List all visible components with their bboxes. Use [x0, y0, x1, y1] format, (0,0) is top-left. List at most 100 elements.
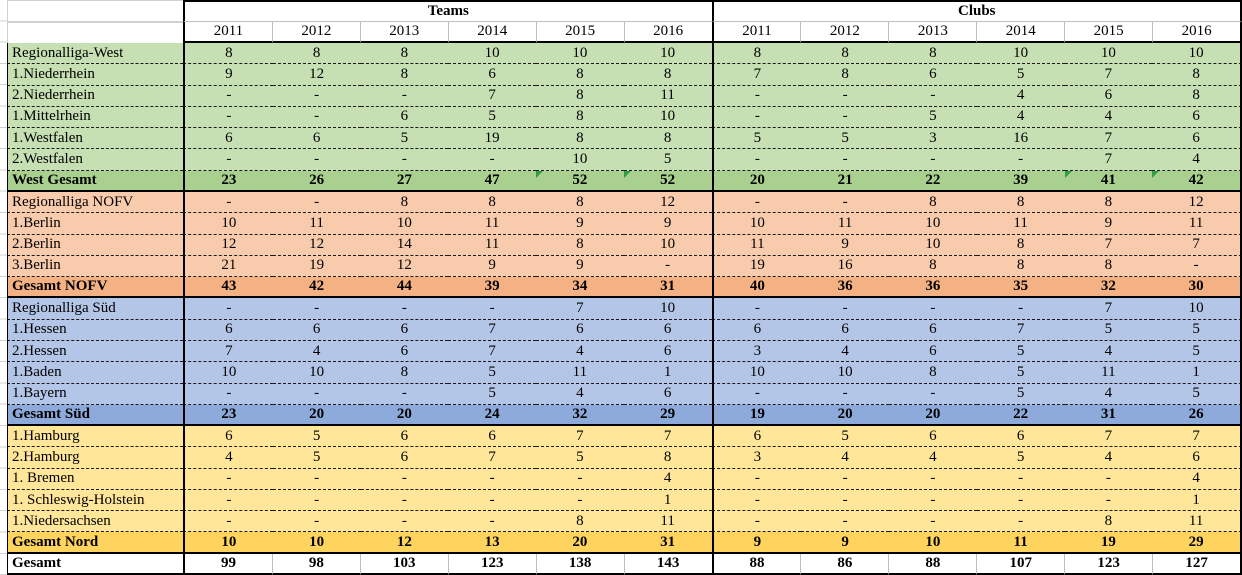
- cell-clubs-2013[interactable]: 8: [889, 43, 977, 65]
- row-label[interactable]: 2.Westfalen: [7, 149, 183, 171]
- header-year[interactable]: 2012: [271, 22, 360, 43]
- cell-clubs-2016[interactable]: 5: [1152, 319, 1242, 341]
- cell-teams-2012[interactable]: -: [272, 298, 361, 320]
- cell-clubs-2011[interactable]: 11: [711, 234, 802, 256]
- cell-clubs-2011[interactable]: 3: [711, 340, 802, 363]
- cell-clubs-2012[interactable]: 36: [801, 277, 889, 299]
- row-label[interactable]: 1.Mittelrhein: [7, 106, 183, 129]
- cell-teams-2015[interactable]: 9: [536, 213, 624, 235]
- header-year[interactable]: 2011: [711, 22, 801, 43]
- cell-clubs-2015[interactable]: 31: [1064, 404, 1153, 427]
- cell-clubs-2016[interactable]: 10: [1152, 298, 1242, 320]
- cell-teams-2011[interactable]: 43: [183, 277, 273, 299]
- cell-teams-2011[interactable]: 4: [183, 447, 273, 469]
- header-year[interactable]: 2011: [183, 22, 272, 43]
- cell-teams-2013[interactable]: 20: [360, 404, 449, 427]
- cell-clubs-2012[interactable]: -: [801, 489, 889, 512]
- row-label[interactable]: 1.Berlin: [7, 213, 183, 235]
- cell-teams-2011[interactable]: -: [183, 383, 273, 405]
- cell-clubs-2015[interactable]: 32: [1064, 277, 1153, 299]
- cell-clubs-2012[interactable]: 8: [801, 43, 889, 65]
- cell-teams-2014[interactable]: 13: [448, 532, 536, 554]
- cell-clubs-2016[interactable]: 7: [1152, 426, 1242, 448]
- cell-clubs-2013[interactable]: 8: [889, 255, 977, 278]
- cell-teams-2015[interactable]: 4: [536, 383, 624, 405]
- cell-teams-2012[interactable]: -: [272, 191, 361, 214]
- row-label[interactable]: 1.Westfalen: [7, 128, 183, 150]
- cell-teams-2011[interactable]: 10: [183, 362, 273, 384]
- cell-teams-2015[interactable]: 8: [536, 85, 624, 107]
- cell-teams-2016[interactable]: 5: [623, 149, 712, 171]
- cell-teams-2012[interactable]: -: [272, 85, 361, 107]
- cell-teams-2014[interactable]: 7: [448, 85, 536, 107]
- cell-teams-2015[interactable]: 8: [536, 234, 624, 256]
- cell-teams-2014[interactable]: 47: [448, 170, 536, 192]
- cell-teams-2013[interactable]: -: [360, 383, 449, 405]
- cell-teams-2015[interactable]: 10: [536, 43, 624, 65]
- cell-teams-2016[interactable]: 10: [623, 234, 712, 256]
- cell-teams-2012[interactable]: -: [272, 106, 361, 129]
- cell-teams-2016[interactable]: 1: [623, 489, 712, 512]
- cell-teams-2014[interactable]: 39: [448, 277, 536, 299]
- header-year[interactable]: 2015: [535, 22, 624, 43]
- cell-clubs-2015[interactable]: 11: [1064, 362, 1153, 384]
- cell-clubs-2016[interactable]: 4: [1152, 149, 1242, 171]
- cell-clubs-2014[interactable]: 8: [976, 255, 1065, 278]
- cell-teams-2011[interactable]: -: [183, 149, 273, 171]
- cell-clubs-2012[interactable]: -: [801, 106, 889, 129]
- cell-teams-2016[interactable]: -: [623, 255, 712, 278]
- cell-teams-2012[interactable]: 42: [272, 277, 361, 299]
- cell-clubs-2015[interactable]: 10: [1064, 43, 1153, 65]
- cell-clubs-2011[interactable]: 10: [711, 362, 802, 384]
- cell-teams-2012[interactable]: 10: [272, 362, 361, 384]
- cell-clubs-2011[interactable]: -: [711, 106, 802, 129]
- cell-clubs-2012[interactable]: -: [801, 85, 889, 107]
- header-year[interactable]: 2016: [623, 22, 712, 43]
- cell-teams-2011[interactable]: -: [183, 191, 273, 214]
- cell-clubs-2012[interactable]: 5: [801, 426, 889, 448]
- cell-clubs-2016[interactable]: 29: [1152, 532, 1242, 554]
- cell-teams-2014[interactable]: 5: [448, 383, 536, 405]
- cell-teams-2013[interactable]: 10: [360, 213, 449, 235]
- cell-clubs-2012[interactable]: 5: [801, 128, 889, 150]
- cell-clubs-2014[interactable]: -: [976, 298, 1065, 320]
- cell-teams-2014[interactable]: 7: [448, 447, 536, 469]
- cell-teams-2014[interactable]: -: [448, 489, 536, 512]
- cell-teams-2013[interactable]: 5: [360, 128, 449, 150]
- cell-teams-2011[interactable]: -: [183, 489, 273, 512]
- cell-teams-2015[interactable]: 32: [536, 404, 624, 427]
- cell-teams-2012[interactable]: 5: [272, 447, 361, 469]
- cell-teams-2016[interactable]: 10: [623, 298, 712, 320]
- cell-clubs-2013[interactable]: 5: [889, 106, 977, 129]
- cell-clubs-2016[interactable]: 42: [1152, 170, 1242, 192]
- cell-clubs-2013[interactable]: 8: [889, 362, 977, 384]
- cell-clubs-2011[interactable]: -: [711, 149, 802, 171]
- cell-clubs-2016[interactable]: 6: [1152, 447, 1242, 469]
- cell-teams-2011[interactable]: -: [183, 511, 273, 533]
- cell-clubs-2012[interactable]: 10: [801, 362, 889, 384]
- cell-clubs-2015[interactable]: 4: [1064, 106, 1153, 129]
- grand-total-cell-teams-2014[interactable]: 123: [447, 553, 536, 575]
- cell-teams-2016[interactable]: 7: [623, 426, 712, 448]
- cell-clubs-2015[interactable]: 19: [1064, 532, 1153, 554]
- cell-clubs-2012[interactable]: 9: [801, 234, 889, 256]
- cell-teams-2014[interactable]: 19: [448, 128, 536, 150]
- cell-clubs-2013[interactable]: 22: [889, 170, 977, 192]
- cell-teams-2014[interactable]: 7: [448, 319, 536, 341]
- cell-teams-2016[interactable]: 10: [623, 106, 712, 129]
- row-label[interactable]: Gesamt: [7, 553, 183, 575]
- cell-teams-2016[interactable]: 31: [623, 532, 712, 554]
- cell-clubs-2012[interactable]: 11: [801, 213, 889, 235]
- cell-clubs-2015[interactable]: 4: [1064, 447, 1153, 469]
- cell-clubs-2015[interactable]: 7: [1064, 128, 1153, 150]
- cell-teams-2013[interactable]: -: [360, 85, 449, 107]
- cell-teams-2013[interactable]: 6: [360, 319, 449, 341]
- cell-teams-2013[interactable]: 6: [360, 106, 449, 129]
- row-label[interactable]: 1.Baden: [7, 362, 183, 384]
- cell-clubs-2012[interactable]: -: [801, 468, 889, 490]
- cell-clubs-2015[interactable]: 5: [1064, 319, 1153, 341]
- cell-clubs-2011[interactable]: 19: [711, 404, 802, 427]
- cell-clubs-2015[interactable]: 8: [1064, 511, 1153, 533]
- row-label[interactable]: Gesamt Nord: [7, 532, 183, 554]
- cell-clubs-2011[interactable]: -: [711, 298, 802, 320]
